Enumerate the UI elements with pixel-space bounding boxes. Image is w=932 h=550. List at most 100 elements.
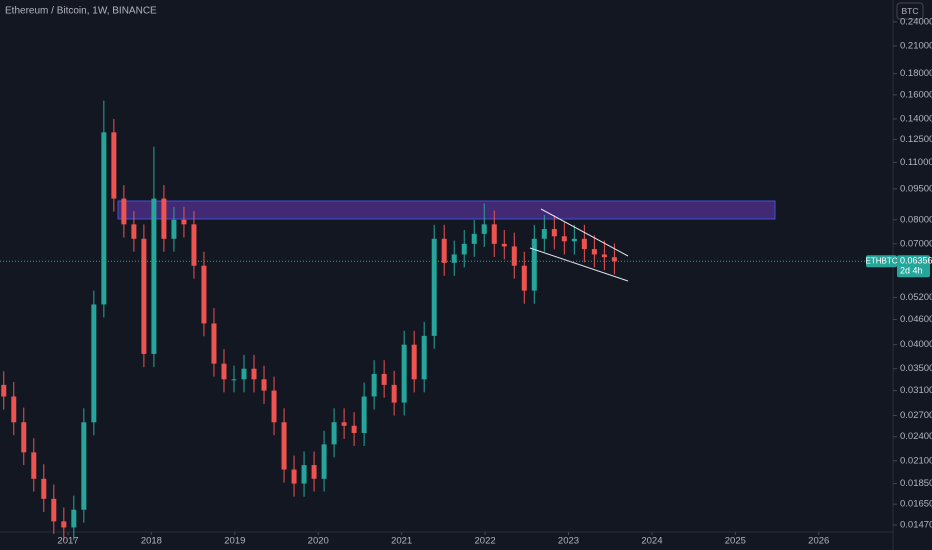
candle-body [191,224,197,266]
candle-body [511,246,517,266]
candle-body [51,498,57,522]
chart-title: Ethereum / Bitcoin, 1W, BINANCE [5,6,157,17]
y-tick-label: 0.05200 [900,292,932,303]
candle-body [501,243,507,247]
candle-body [441,238,447,263]
candle-body [1,384,7,397]
y-tick-label: 0.09500 [900,183,932,194]
y-tick-label: 0.12500 [900,134,932,145]
last-price-label: 0.06356 [900,256,932,266]
candle-body [411,344,417,380]
candle-body [121,198,127,225]
x-tick-label: 2024 [641,536,662,547]
y-tick-label: 0.01650 [900,499,932,510]
candle-body [61,521,67,528]
candle-body [521,265,527,291]
candle-body [231,379,237,381]
y-tick-label: 0.11000 [900,157,932,168]
candle-body [101,132,107,305]
y-tick-label: 0.08000 [900,214,932,225]
x-tick-label: 2017 [57,536,78,547]
candle-body [361,396,367,433]
candle-body [331,422,337,445]
currency-button-label[interactable]: BTC [902,6,919,16]
candle-body [381,373,387,385]
last-price-box [897,255,930,278]
candle-body [71,509,77,528]
candle-body [591,249,597,255]
x-tick-label: 2019 [224,536,245,547]
candle-body [131,224,137,239]
wedge-lower-line [529,247,629,282]
currency-button[interactable] [896,2,924,20]
candle-body [301,465,307,484]
candle-body [341,422,347,426]
candle-body [371,373,377,397]
candle-body [421,335,427,380]
y-tick-label: 0.02700 [900,410,932,421]
symbol-label: ETHBTC [866,256,898,265]
y-tick-label: 0.04000 [900,339,932,350]
candle-body [611,257,617,262]
candle-body [571,238,577,242]
x-tick-label: 2022 [475,536,496,547]
y-tick-label: 0.07000 [900,238,932,249]
candle-body [321,444,327,479]
x-tick-label: 2020 [308,536,329,547]
candle-body [251,368,257,380]
x-tick-label: 2023 [558,536,579,547]
y-tick-label: 0.02400 [900,431,932,442]
candle-body [291,469,297,484]
y-tick-label: 0.01470 [900,520,932,531]
candle-body [171,219,177,239]
candle-body [211,323,217,364]
candle-body [221,363,227,380]
candle-body [311,465,317,479]
y-tick-label: 0.03100 [900,385,932,396]
candle-body [161,198,167,239]
y-tick-label: 0.14000 [900,113,932,124]
candle-body [201,265,207,324]
candle-body [531,238,537,291]
y-tick-label: 0.24000 [900,16,932,27]
y-tick-label: 0.03500 [900,363,932,374]
candle-body [21,422,27,453]
candle-body [401,344,407,403]
candle-body [111,132,117,199]
candle-body [581,238,587,250]
candle-body [31,452,37,479]
candle-body [141,238,147,354]
candle-body [471,233,477,244]
candle-body [491,224,497,244]
candle-body [11,396,17,423]
candle-body [451,254,457,263]
candle-body [271,390,277,423]
candles [1,100,617,541]
countdown-label: 2d 4h [900,266,923,276]
y-tick-label: 0.02100 [900,455,932,466]
candle-body [541,229,547,239]
candle-body [391,384,397,403]
resistance-zone [117,200,776,220]
candle-body [261,379,267,391]
candle-body [181,219,187,225]
candle-body [351,425,357,433]
candle-body [81,422,87,510]
candle-body [431,238,437,336]
candle-body [461,243,467,255]
y-tick-label: 0.21000 [900,40,932,51]
x-tick-label: 2021 [391,536,412,547]
candle-body [241,368,247,380]
y-tick-label: 0.01850 [900,478,932,489]
x-tick-label: 2025 [725,536,746,547]
x-tick-label: 2018 [141,536,162,547]
candle-body [551,229,557,237]
wedge-upper-line [540,208,629,257]
y-tick-label: 0.04600 [900,314,932,325]
candle-body [561,236,567,242]
candle-body [91,304,97,423]
candle-body [281,422,287,470]
candle-body [481,224,487,234]
candle-body [41,478,47,499]
